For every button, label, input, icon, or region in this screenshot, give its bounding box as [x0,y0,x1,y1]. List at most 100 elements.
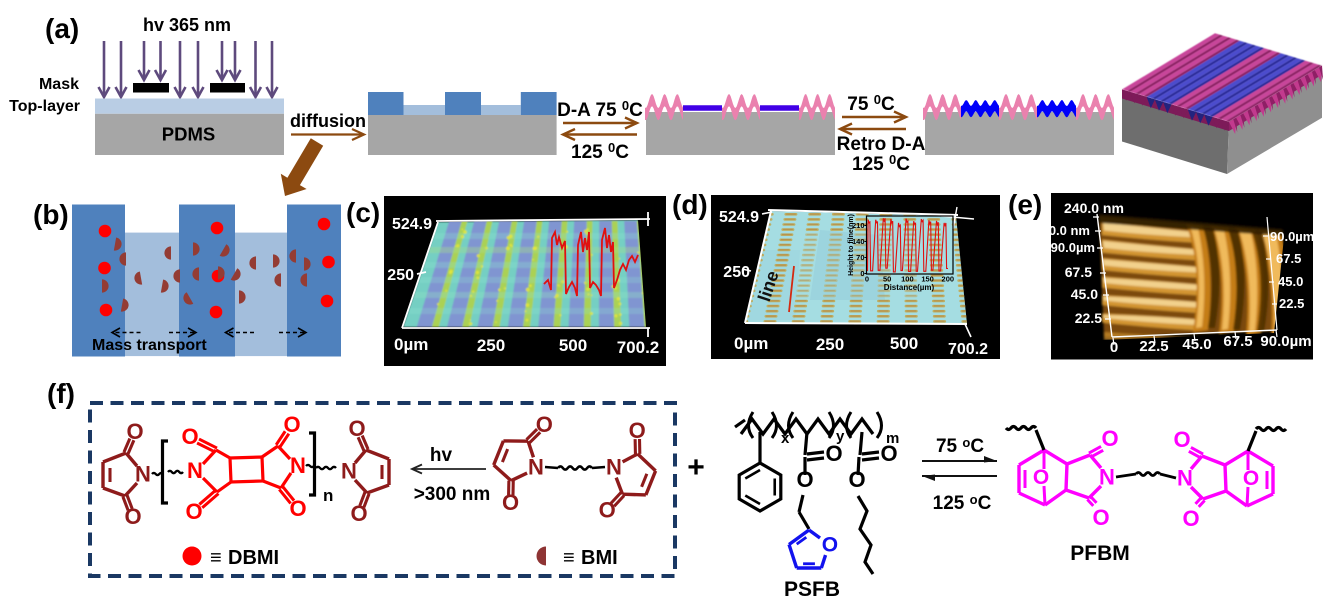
svg-text:O: O [124,504,141,529]
svg-text:Height to filne(nm): Height to filne(nm) [848,214,855,276]
svg-text:≡: ≡ [563,547,575,569]
svg-text:700.2: 700.2 [948,341,988,358]
svg-text:N: N [1177,466,1193,491]
svg-text:(a): (a) [45,13,79,44]
svg-text:250: 250 [816,335,844,354]
svg-text:22.5: 22.5 [1139,338,1168,355]
svg-text:O: O [502,490,519,515]
svg-text:100: 100 [901,275,914,284]
svg-text:90.0µm: 90.0µm [1260,333,1311,350]
svg-text:75 oC: 75 oC [936,435,984,457]
svg-text:O: O [289,496,306,521]
svg-text:N: N [528,455,544,480]
svg-text:O: O [185,499,202,524]
svg-text:O: O [880,441,897,466]
svg-text:Retro D-A: Retro D-A [837,134,926,155]
svg-text:Mask: Mask [39,76,79,93]
svg-text:0: 0 [1110,339,1118,356]
svg-text:y: y [836,428,845,445]
svg-text:x: x [781,430,790,447]
svg-text:m: m [886,430,899,447]
svg-text:N: N [135,462,151,487]
svg-text:Mass transport: Mass transport [92,337,207,354]
svg-text:O: O [599,498,616,523]
svg-text:67.5: 67.5 [1223,333,1252,350]
svg-text:500: 500 [890,334,918,353]
svg-text:PDMS: PDMS [162,124,215,145]
svg-text:O: O [536,412,553,437]
svg-text:0µm: 0µm [394,335,428,354]
svg-text:O: O [848,467,865,492]
svg-text:200: 200 [942,275,955,284]
svg-text:22.5: 22.5 [1075,310,1102,326]
svg-text:O: O [1092,505,1109,530]
svg-text:O: O [822,534,838,557]
svg-text:125 0C: 125 0C [852,152,910,175]
svg-text:≡: ≡ [210,547,222,569]
svg-text:O: O [283,412,300,437]
svg-text:150: 150 [921,275,934,284]
svg-text:50: 50 [883,275,891,284]
svg-text:524.9: 524.9 [392,216,432,233]
svg-text:0.0 nm: 0.0 nm [1049,223,1090,238]
svg-text:O: O [1243,467,1259,490]
svg-text:75 0C: 75 0C [847,92,895,115]
svg-text:Top-layer: Top-layer [9,98,80,115]
svg-text:210: 210 [852,221,865,230]
svg-text:O: O [629,418,646,443]
svg-text:22.5: 22.5 [1279,296,1304,311]
svg-text:67.5: 67.5 [1065,264,1092,280]
svg-text:O: O [181,424,198,449]
svg-text:n: n [323,486,333,505]
svg-text:Distance(µm): Distance(µm) [884,283,935,292]
svg-text:hv 365 nm: hv 365 nm [143,15,231,35]
svg-text:O: O [126,419,143,444]
svg-text:BMI: BMI [581,547,618,569]
svg-text:90.0µm: 90.0µm [1270,229,1314,244]
svg-text:45.0: 45.0 [1071,286,1098,302]
svg-text:0: 0 [860,269,864,278]
svg-text:diffusion: diffusion [290,111,366,131]
svg-text:45.0: 45.0 [1182,336,1211,353]
svg-text:67.5: 67.5 [1276,251,1301,266]
svg-text:O: O [348,416,365,441]
svg-text:0µm: 0µm [734,334,768,353]
svg-text:125 oC: 125 oC [933,492,992,514]
svg-text:0: 0 [865,275,869,284]
svg-text:250: 250 [477,336,505,355]
svg-text:70: 70 [856,253,864,262]
svg-text:N: N [606,455,622,480]
svg-text:140: 140 [852,237,865,246]
svg-text:O: O [1182,506,1199,531]
svg-text:90.0µm: 90.0µm [1051,240,1095,255]
svg-text:N: N [290,453,306,478]
svg-text:O: O [796,467,813,492]
svg-text:PSFB: PSFB [784,578,840,601]
svg-text:(d): (d) [672,189,708,220]
svg-text:N: N [1099,465,1115,490]
svg-text:125 0C: 125 0C [571,140,629,163]
svg-text:D-A 75 0C: D-A 75 0C [557,98,643,121]
svg-text:500: 500 [559,336,587,355]
svg-text:O: O [825,441,842,466]
svg-text:(e): (e) [1008,189,1042,220]
svg-text:(f): (f) [47,378,75,409]
svg-text:240.0 nm: 240.0 nm [1064,200,1124,216]
svg-text:(c): (c) [346,197,380,228]
svg-text:PFBM: PFBM [1070,542,1130,565]
svg-text:524.9: 524.9 [719,209,759,226]
svg-text:>300 nm: >300 nm [414,484,491,505]
svg-text:+: + [687,451,705,484]
svg-text:hv: hv [430,445,453,466]
svg-text:N: N [341,459,357,484]
svg-text:N: N [187,458,203,483]
svg-text:250: 250 [723,264,750,281]
svg-text:O: O [1101,426,1118,451]
svg-text:45.0: 45.0 [1278,274,1303,289]
svg-text:700.2: 700.2 [617,338,660,357]
svg-text:O: O [350,501,367,526]
svg-text:(b): (b) [33,199,69,230]
svg-text:O: O [1033,466,1049,489]
svg-text:O: O [1173,427,1190,452]
svg-text:DBMI: DBMI [228,547,279,569]
